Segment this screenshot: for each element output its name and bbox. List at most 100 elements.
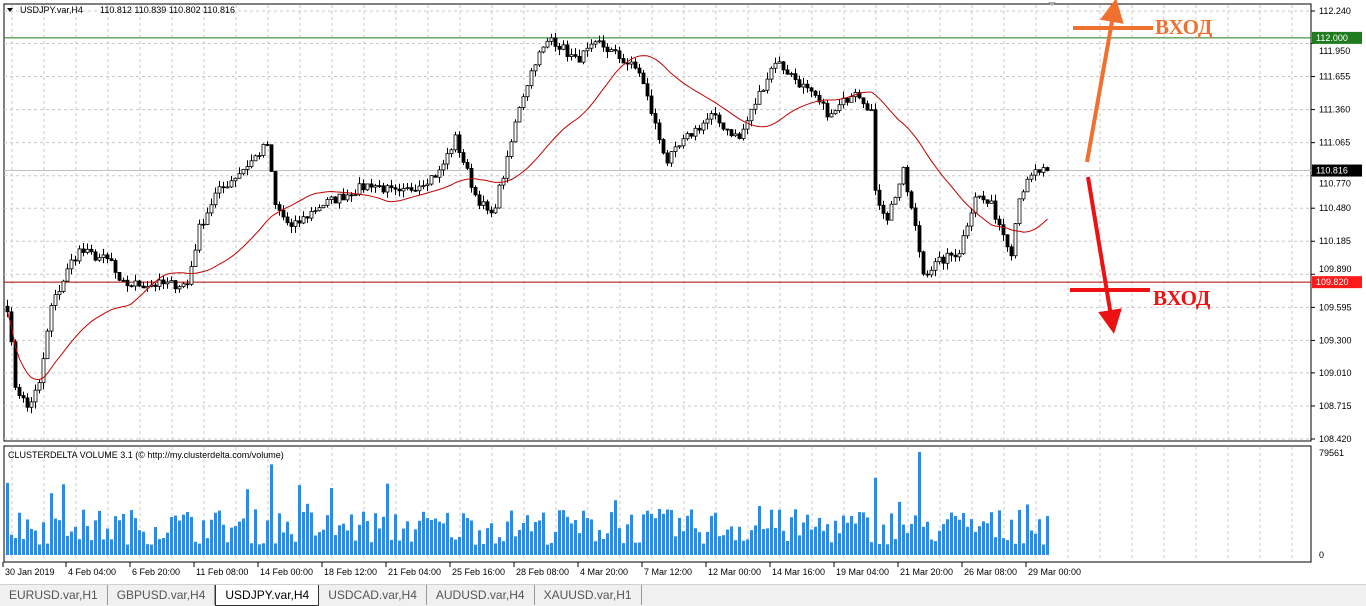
candle-body (229, 180, 234, 188)
volume-bar (42, 522, 45, 555)
candle-body (561, 44, 566, 50)
candle-body (649, 95, 654, 114)
candle-body (165, 281, 170, 285)
volume-bar (66, 535, 69, 555)
volume-bar (966, 526, 969, 555)
candle-body (373, 185, 378, 188)
time-label: 19 Mar 04:00 (836, 567, 889, 577)
candle-body (729, 129, 734, 137)
candle-body (629, 61, 634, 65)
candle-body (257, 155, 262, 157)
volume-bar (130, 510, 133, 555)
candle-body (641, 72, 646, 85)
time-label: 4 Feb 04:00 (68, 567, 116, 577)
volume-bar (306, 503, 309, 555)
volume-bar (166, 532, 169, 555)
volume-bar (890, 513, 893, 555)
candle-body (841, 97, 846, 106)
candle-body (633, 61, 638, 69)
volume-bar (1030, 530, 1033, 555)
candle-body (157, 279, 162, 287)
tab-eurusd-var-h1[interactable]: EURUSD.var,H1 (0, 585, 108, 605)
time-label: 30 Jan 2019 (5, 567, 55, 577)
candle-body (481, 201, 486, 206)
volume-bar (54, 518, 57, 555)
candle-body (409, 187, 414, 191)
candle-body (77, 248, 82, 262)
candle-body (961, 235, 966, 255)
indicator-pane (3, 445, 1312, 563)
candle-body (449, 149, 454, 155)
volume-bar (690, 509, 693, 555)
volume-bar (446, 512, 449, 555)
candle-body (73, 259, 78, 262)
tab-xauusd-var-h1[interactable]: XAUUSD.var,H1 (535, 585, 642, 605)
candle-body (1021, 191, 1026, 200)
candle-body (765, 78, 770, 91)
volume-bar (934, 541, 937, 555)
volume-bar (146, 544, 149, 555)
volume-bar (378, 528, 381, 555)
volume-bar (342, 523, 345, 555)
volume-bar (70, 531, 73, 555)
volume-bar (714, 512, 717, 555)
tab-audusd-var-h4[interactable]: AUDUSD.var,H4 (427, 585, 535, 605)
candle-body (445, 153, 450, 165)
volume-bar (918, 452, 921, 555)
candle-body (53, 294, 58, 306)
volume-bar (978, 526, 981, 555)
price-chart[interactable]: 112.240 111.950 111.655 111.360 111.065 110.7… (0, 0, 1366, 584)
volume-bar (678, 517, 681, 555)
candle-body (605, 46, 610, 53)
volume-bar (826, 524, 829, 555)
price-tick-label: 109.300 (1319, 335, 1352, 345)
candle-body (217, 186, 222, 194)
candle-body (313, 210, 318, 213)
volume-bar (106, 528, 109, 555)
volume-bar (550, 542, 553, 555)
candle-body (37, 382, 42, 391)
candle-body (177, 286, 182, 290)
volume-bar (926, 521, 929, 555)
candle-body (113, 260, 118, 273)
candle-body (221, 186, 226, 189)
volume-bar (302, 511, 305, 555)
volume-bar (698, 532, 701, 555)
tab-gbpusd-var-h4[interactable]: GBPUSD.var,H4 (108, 585, 216, 605)
volume-bar (566, 516, 569, 555)
candle-body (589, 43, 594, 49)
candle-body (797, 79, 802, 88)
candle-body (205, 212, 210, 225)
candle-body (357, 183, 362, 196)
chart-window[interactable]: 112.240 111.950 111.655 111.360 111.065 110.7… (0, 0, 1366, 584)
candle-body (581, 50, 586, 63)
volume-bar (482, 543, 485, 555)
volume-bar (34, 530, 37, 555)
main-pane (3, 3, 1312, 442)
tab-usdjpy-var-h4[interactable]: USDJPY.var,H4 (215, 585, 320, 606)
volume-bar (362, 511, 365, 555)
candle-body (769, 67, 774, 80)
candle-body (1029, 174, 1034, 180)
candle-body (473, 186, 478, 196)
candle-body (749, 108, 754, 122)
volume-bar (1010, 519, 1013, 555)
volume-bar (838, 533, 841, 555)
candle-body (917, 225, 922, 253)
volume-bar (438, 521, 441, 555)
price-tick-label: 109.010 (1319, 368, 1352, 378)
candle-body (33, 389, 38, 403)
candle-body (185, 283, 190, 286)
candle-body (233, 177, 238, 182)
volume-bar (622, 543, 625, 555)
tab-usdcad-var-h4[interactable]: USDCAD.var,H4 (319, 585, 427, 605)
candle-body (505, 156, 510, 179)
time-label: 26 Mar 08:00 (964, 567, 1017, 577)
candle-body (385, 185, 390, 193)
candle-body (393, 187, 398, 190)
volume-bar (526, 515, 529, 555)
candle-body (833, 110, 838, 115)
candle-body (173, 280, 178, 290)
volume-bar (950, 512, 953, 555)
volume-bar (430, 520, 433, 555)
